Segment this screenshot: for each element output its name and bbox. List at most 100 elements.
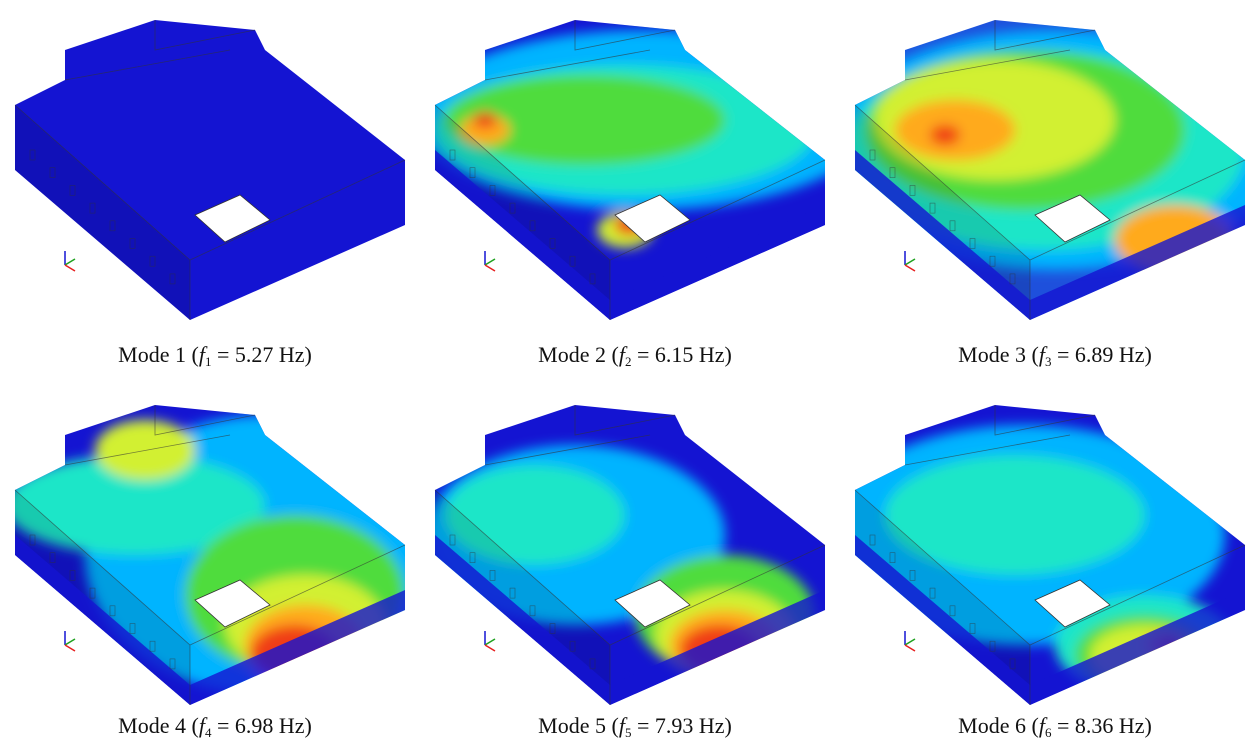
axis-x	[904, 644, 916, 652]
caption-suffix: = 6.89 Hz)	[1051, 342, 1151, 367]
window	[49, 167, 56, 178]
axis-x	[484, 644, 496, 652]
contour-blob	[930, 125, 960, 145]
caption-suffix: = 6.15 Hz)	[631, 342, 731, 367]
window	[109, 605, 116, 617]
facade-bottom	[15, 535, 405, 705]
mode-panel	[854, 405, 1246, 705]
caption-suffix: = 5.27 Hz)	[211, 342, 311, 367]
window	[989, 640, 996, 652]
window	[89, 202, 96, 214]
contour-blob	[473, 112, 497, 128]
window	[509, 202, 516, 214]
caption-symbol: f	[619, 342, 628, 367]
contours	[15, 105, 190, 320]
caption-suffix: = 6.98 Hz)	[211, 713, 311, 738]
window	[529, 605, 536, 617]
contour-blob	[460, 115, 510, 145]
window	[489, 570, 496, 581]
window	[89, 587, 96, 599]
window	[909, 570, 916, 581]
window	[169, 658, 176, 670]
caption-prefix: Mode 5 (	[538, 713, 619, 738]
axis-y	[484, 638, 496, 646]
caption-prefix: Mode 2 (	[538, 342, 619, 367]
window	[129, 623, 136, 634]
courtyard	[614, 579, 691, 628]
axis-y	[484, 258, 496, 266]
mode-panel	[14, 20, 406, 320]
courtyard	[1034, 579, 1111, 628]
contours	[435, 445, 825, 705]
caption: Mode 6 (f6 = 8.36 Hz)	[958, 713, 1152, 740]
courtyard	[194, 194, 271, 243]
window	[989, 255, 996, 267]
caption: Mode 5 (f5 = 7.93 Hz)	[538, 713, 732, 740]
caption-subscript: 5	[625, 725, 632, 740]
caption-suffix: = 7.93 Hz)	[631, 713, 731, 738]
window	[929, 587, 936, 599]
axis-x	[64, 644, 76, 652]
courtyard	[194, 579, 271, 628]
window	[869, 149, 876, 161]
window	[949, 220, 956, 232]
caption-subscript: 1	[205, 354, 212, 369]
facade-bottom	[855, 150, 1245, 320]
window	[169, 273, 176, 285]
caption-subscript: 6	[1045, 725, 1052, 740]
contour-blob	[15, 455, 265, 555]
window	[969, 238, 976, 249]
axis-y	[904, 638, 916, 646]
window	[69, 570, 76, 581]
window	[909, 185, 916, 196]
caption: Mode 3 (f3 = 6.89 Hz)	[958, 342, 1152, 369]
axis-x	[904, 264, 916, 272]
window	[1009, 273, 1016, 285]
window	[949, 605, 956, 617]
window	[569, 255, 576, 267]
courtyard	[614, 194, 691, 243]
caption: Mode 4 (f4 = 6.98 Hz)	[118, 713, 312, 740]
window	[589, 658, 596, 670]
axis-x	[484, 264, 496, 272]
caption-prefix: Mode 1 (	[118, 342, 199, 367]
roof-edges	[854, 405, 1246, 705]
window	[889, 552, 896, 563]
window	[109, 220, 116, 232]
window	[549, 238, 556, 249]
window	[29, 149, 36, 161]
window	[929, 202, 936, 214]
window	[889, 167, 896, 178]
axis-y	[904, 258, 916, 266]
roof-edges	[14, 20, 406, 320]
facade-left	[15, 105, 190, 320]
roof-edges	[14, 405, 406, 705]
caption-subscript: 3	[1045, 354, 1052, 369]
caption-suffix: = 8.36 Hz)	[1051, 713, 1151, 738]
mode-panel	[434, 20, 826, 320]
facade-bottom	[435, 150, 825, 320]
window	[469, 552, 476, 563]
window	[969, 623, 976, 634]
window	[589, 273, 596, 285]
caption-prefix: Mode 3 (	[958, 342, 1039, 367]
contour-blob	[95, 420, 195, 480]
window	[489, 185, 496, 196]
window	[529, 220, 536, 232]
caption-symbol: f	[1039, 713, 1048, 738]
courtyard	[1034, 194, 1111, 243]
mode-panel	[854, 20, 1246, 320]
facade-bottom	[435, 535, 825, 705]
window	[449, 149, 456, 161]
window	[29, 534, 36, 546]
caption-symbol: f	[619, 713, 628, 738]
caption-symbol: f	[199, 342, 208, 367]
contour-blob	[445, 465, 625, 565]
window	[1009, 658, 1016, 670]
caption-subscript: 4	[205, 725, 212, 740]
window	[449, 534, 456, 546]
contour-blob	[445, 75, 725, 165]
window	[509, 587, 516, 599]
window	[869, 534, 876, 546]
